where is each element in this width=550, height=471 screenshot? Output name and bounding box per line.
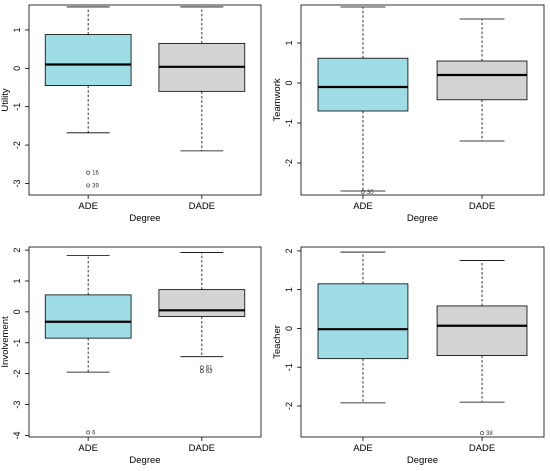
y-tick-label: -1 bbox=[12, 103, 22, 111]
y-tick-label: -4 bbox=[12, 431, 22, 439]
outlier-label: 30 bbox=[367, 190, 374, 196]
y-tick-label: 0 bbox=[12, 309, 22, 314]
plot-frame bbox=[28, 4, 262, 196]
y-axis-title: Teamwork bbox=[272, 78, 283, 122]
outlier-label: 63 bbox=[206, 369, 213, 375]
outlier-label: 38 bbox=[486, 431, 493, 437]
x-tick-label: ADE bbox=[78, 443, 98, 454]
box-dade bbox=[436, 18, 528, 142]
y-axis-title: Utility bbox=[0, 88, 11, 111]
iqr-box bbox=[44, 34, 132, 87]
x-axis-title: Degree bbox=[407, 213, 438, 224]
outlier-point bbox=[199, 369, 204, 374]
chart-panel-4: 2 1 0 -1 -2 Teacher ADE DADE Degree 38 bbox=[272, 246, 545, 466]
x-tick-label: DADE bbox=[469, 201, 495, 212]
y-tick-label: -2 bbox=[284, 402, 294, 410]
x-tick-label: ADE bbox=[353, 443, 373, 454]
chart-panel-2: 1 0 -1 -2 Teamwork ADE DADE Degree 30 bbox=[272, 4, 545, 224]
box-ade: 30 bbox=[317, 6, 409, 196]
outlier-label: 16 bbox=[92, 171, 99, 177]
y-tick-label: -1 bbox=[284, 119, 294, 127]
x-axis-title: Degree bbox=[129, 213, 160, 224]
plot-frame bbox=[300, 246, 545, 438]
plot-frame bbox=[28, 246, 262, 438]
plot-frame bbox=[300, 4, 545, 196]
x-tick-label: ADE bbox=[353, 201, 373, 212]
outlier-point bbox=[86, 430, 91, 435]
x-tick-label: DADE bbox=[469, 443, 495, 454]
outlier-point bbox=[480, 431, 484, 436]
outlier-label: 61 bbox=[206, 365, 213, 371]
box-dade: 38 bbox=[436, 260, 528, 437]
iqr-box bbox=[158, 289, 246, 317]
box-ade: 6 bbox=[44, 255, 132, 436]
iqr-box bbox=[317, 283, 409, 360]
y-tick-label: -2 bbox=[12, 370, 22, 378]
x-tick-label: ADE bbox=[78, 201, 98, 212]
y-tick-label: 0 bbox=[284, 326, 294, 331]
x-axis-title: Degree bbox=[129, 455, 160, 466]
iqr-box bbox=[317, 57, 409, 112]
box-dade bbox=[158, 6, 246, 152]
outlier-point bbox=[361, 189, 365, 194]
outlier-label: 6 bbox=[92, 430, 96, 436]
iqr-box bbox=[436, 60, 528, 101]
y-tick-label: -3 bbox=[12, 401, 22, 409]
y-tick-label: -1 bbox=[284, 363, 294, 371]
y-tick-label: -2 bbox=[284, 159, 294, 167]
y-tick-label: 2 bbox=[284, 248, 294, 253]
outlier-label: 39 bbox=[92, 183, 99, 189]
y-axis-title: Teacher bbox=[272, 325, 283, 359]
box-ade bbox=[317, 251, 409, 404]
outlier-point bbox=[86, 183, 91, 188]
iqr-box bbox=[436, 305, 528, 356]
y-tick-label: 1 bbox=[284, 40, 294, 45]
iqr-box bbox=[44, 294, 132, 339]
y-tick-label: -2 bbox=[12, 141, 22, 149]
y-tick-label: -3 bbox=[12, 179, 22, 187]
outlier-point bbox=[86, 170, 91, 175]
y-tick-label: 0 bbox=[284, 80, 294, 85]
y-tick-label: 1 bbox=[12, 278, 22, 283]
y-tick-label: 0 bbox=[12, 66, 22, 71]
y-tick-label: -1 bbox=[12, 339, 22, 347]
y-tick-label: 2 bbox=[12, 248, 22, 253]
y-tick-label: 1 bbox=[12, 27, 22, 32]
outlier-point bbox=[199, 365, 204, 370]
x-tick-label: DADE bbox=[189, 443, 215, 454]
y-axis-title: Involvement bbox=[0, 316, 11, 368]
x-axis-title: Degree bbox=[407, 455, 438, 466]
y-tick-label: 1 bbox=[284, 287, 294, 292]
x-tick-label: DADE bbox=[189, 201, 215, 212]
